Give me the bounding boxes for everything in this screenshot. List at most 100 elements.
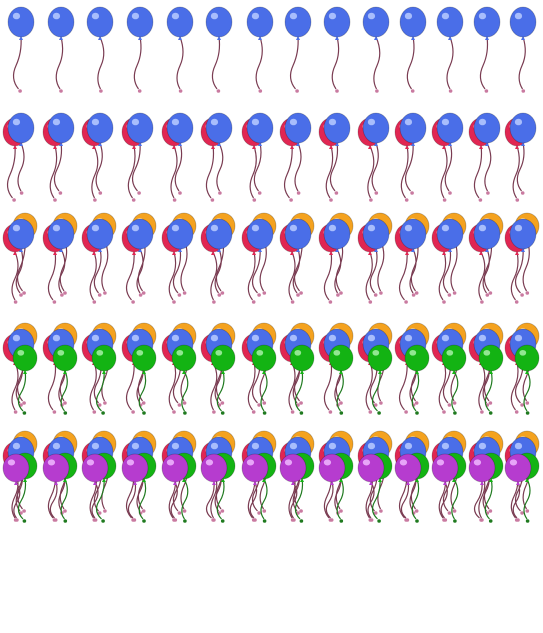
balloon-string — [518, 36, 526, 90]
balloon-knot — [132, 145, 136, 149]
balloon-knot — [374, 142, 378, 146]
string-end — [257, 191, 262, 195]
balloon-knot — [411, 36, 415, 40]
sprite-frame — [121, 112, 154, 202]
balloon-string — [451, 370, 459, 412]
balloon-knot — [525, 370, 529, 374]
balloon-knot — [19, 36, 23, 40]
balloon-knot — [53, 145, 57, 149]
sprite-frame — [509, 6, 537, 93]
blue-balloon-icon — [399, 6, 427, 93]
balloon-string — [510, 251, 519, 301]
string-end — [52, 410, 57, 414]
string-end — [141, 291, 146, 295]
balloon-knot — [448, 248, 452, 252]
green-balloon-icon — [171, 344, 197, 415]
balloon-knot — [335, 36, 339, 40]
balloon-highlight — [289, 442, 298, 450]
sprite-frame — [504, 112, 537, 202]
balloon-highlight — [478, 442, 487, 450]
balloon-body — [473, 112, 501, 144]
purple-balloon-icon — [2, 453, 30, 522]
balloon-knot — [98, 142, 102, 146]
balloon-string — [473, 145, 483, 199]
string-end — [253, 518, 257, 522]
balloon-knot — [296, 142, 300, 146]
balloon-body — [121, 453, 149, 483]
balloon-string — [91, 481, 99, 519]
balloon-highlight — [478, 334, 487, 342]
balloon-string — [510, 361, 519, 411]
balloon-highlight — [328, 12, 337, 20]
balloon-body — [509, 218, 537, 250]
balloon-body — [166, 112, 194, 144]
sprite-frame — [7, 6, 35, 93]
balloon-body — [210, 344, 236, 372]
balloon-knot — [258, 248, 262, 252]
balloon-string — [211, 36, 221, 90]
string-end — [299, 401, 303, 405]
string-end — [339, 411, 344, 415]
balloon-string — [325, 481, 334, 519]
balloon-string — [294, 370, 304, 412]
string-end — [339, 519, 344, 523]
balloon-body — [436, 218, 464, 250]
blue-balloon-icon — [436, 6, 464, 93]
one-balloon-row — [7, 6, 537, 93]
balloon-highlight — [136, 349, 144, 356]
balloon-body — [362, 112, 390, 144]
string-end — [251, 300, 256, 304]
balloon-highlight — [328, 118, 337, 126]
string-end — [296, 293, 300, 297]
balloon-knot — [262, 478, 266, 482]
balloon-string — [329, 142, 339, 192]
balloon-body — [468, 453, 496, 483]
balloon-string — [127, 481, 137, 519]
balloon-highlight — [514, 442, 523, 450]
blue-balloon-icon — [246, 112, 274, 195]
string-end — [336, 293, 340, 297]
string-end — [516, 518, 520, 522]
balloon-body — [7, 6, 35, 38]
string-end — [373, 511, 378, 515]
string-end — [131, 410, 135, 414]
string-end — [13, 410, 18, 414]
balloon-body — [441, 344, 467, 372]
string-end — [258, 89, 263, 93]
sprite-frame — [318, 212, 354, 304]
balloon-string — [451, 478, 459, 520]
balloon-body — [171, 344, 197, 372]
balloon-knot — [489, 478, 493, 482]
balloon-highlight — [210, 224, 219, 232]
string-end — [212, 300, 216, 304]
balloon-string — [294, 478, 304, 520]
balloon-string — [59, 238, 68, 292]
balloon-body — [200, 453, 228, 483]
string-end — [328, 300, 333, 304]
balloon-knot — [300, 370, 304, 374]
string-end — [339, 291, 343, 295]
string-end — [141, 509, 146, 513]
balloon-highlight — [166, 459, 175, 466]
balloon-string — [174, 142, 183, 192]
balloon-string — [170, 481, 178, 519]
string-end — [138, 293, 143, 297]
balloon-string — [373, 36, 381, 90]
balloon-highlight — [52, 118, 61, 126]
purple-balloon-icon — [81, 453, 109, 522]
string-end — [478, 198, 483, 202]
balloon-highlight — [251, 224, 260, 232]
string-end — [485, 293, 490, 297]
string-end — [442, 300, 446, 304]
sprite-frame — [126, 6, 154, 93]
string-end — [183, 411, 187, 415]
balloon-string — [398, 251, 408, 301]
balloon-body — [399, 112, 427, 144]
balloon-knot — [452, 370, 456, 374]
balloon-body — [284, 112, 312, 144]
green-balloon-icon — [12, 344, 38, 415]
balloon-body — [362, 218, 390, 250]
string-end — [220, 401, 225, 405]
balloon-string — [473, 481, 483, 519]
string-end — [251, 410, 256, 414]
